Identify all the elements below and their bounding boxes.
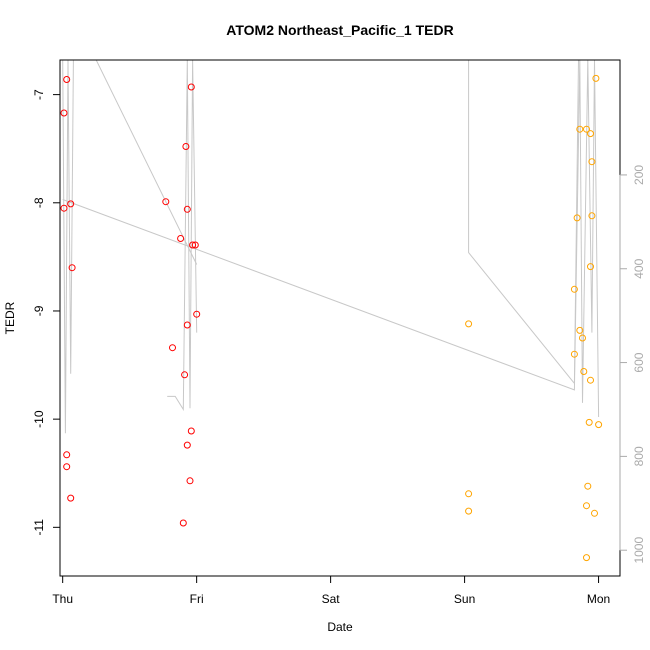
data-point — [68, 264, 76, 272]
x-axis-label: Date — [327, 620, 353, 634]
data-point — [189, 241, 197, 249]
data-point — [187, 427, 195, 435]
data-point — [60, 204, 68, 212]
data-point — [63, 463, 71, 471]
x-tick-label: Mon — [587, 592, 610, 606]
chart-title: ATOM2 Northeast_Pacific_1 TEDR — [226, 22, 453, 38]
y-tick-label: -10 — [32, 410, 46, 428]
data-point — [570, 350, 578, 358]
data-point — [63, 451, 71, 459]
data-point — [579, 334, 586, 342]
data-point — [570, 285, 578, 293]
y-tick-label: -11 — [32, 519, 46, 536]
depth-track-line — [62, 60, 600, 418]
data-point — [181, 371, 189, 379]
y-tick-label: -7 — [32, 89, 46, 100]
data-point — [63, 76, 71, 83]
y-tick-label: -8 — [32, 197, 46, 208]
data-point — [183, 205, 191, 213]
plot-frame — [59, 59, 621, 577]
data-point — [465, 320, 473, 328]
secondary-tick-label: 600 — [632, 352, 646, 372]
data-point — [60, 109, 68, 117]
data-point — [193, 310, 201, 318]
y-tick-label: -9 — [32, 305, 46, 316]
data-point — [595, 421, 603, 429]
y-axis-label: TEDR — [3, 301, 17, 334]
data-point — [177, 235, 185, 242]
data-point — [580, 368, 588, 375]
x-tick-label: Sat — [322, 592, 341, 606]
data-point — [584, 482, 592, 490]
data-point — [576, 125, 584, 133]
data-point — [587, 130, 594, 138]
x-tick-label: Thu — [52, 592, 73, 606]
secondary-tick-label: 800 — [632, 446, 646, 466]
data-point — [186, 477, 194, 485]
data-point — [67, 200, 75, 208]
data-point — [169, 344, 176, 352]
data-point — [573, 214, 581, 222]
secondary-tick-label: 1000 — [632, 537, 646, 564]
data-point — [583, 125, 590, 133]
data-point — [587, 263, 594, 271]
data-point — [67, 494, 75, 502]
data-point — [592, 74, 600, 82]
secondary-tick-label: 400 — [632, 258, 646, 278]
data-point — [465, 490, 473, 498]
data-point — [179, 519, 187, 527]
data-point — [187, 83, 195, 91]
depth-track-line — [167, 60, 198, 412]
depth-track-line — [62, 60, 198, 434]
data-point — [162, 198, 170, 206]
data-point — [587, 376, 594, 384]
data-point — [588, 212, 596, 220]
data-point — [183, 441, 191, 449]
depth-track-line — [468, 60, 579, 385]
data-point — [183, 321, 191, 329]
data-point — [465, 507, 473, 515]
data-point — [191, 241, 199, 249]
secondary-tick-label: 200 — [632, 165, 646, 185]
data-point — [583, 502, 590, 510]
data-point — [576, 326, 584, 334]
data-point — [583, 554, 590, 562]
x-tick-label: Sun — [454, 592, 475, 606]
data-point — [585, 418, 593, 426]
data-point — [591, 509, 598, 517]
x-tick-label: Fri — [190, 592, 204, 606]
data-point — [182, 143, 190, 150]
data-point — [588, 158, 596, 166]
